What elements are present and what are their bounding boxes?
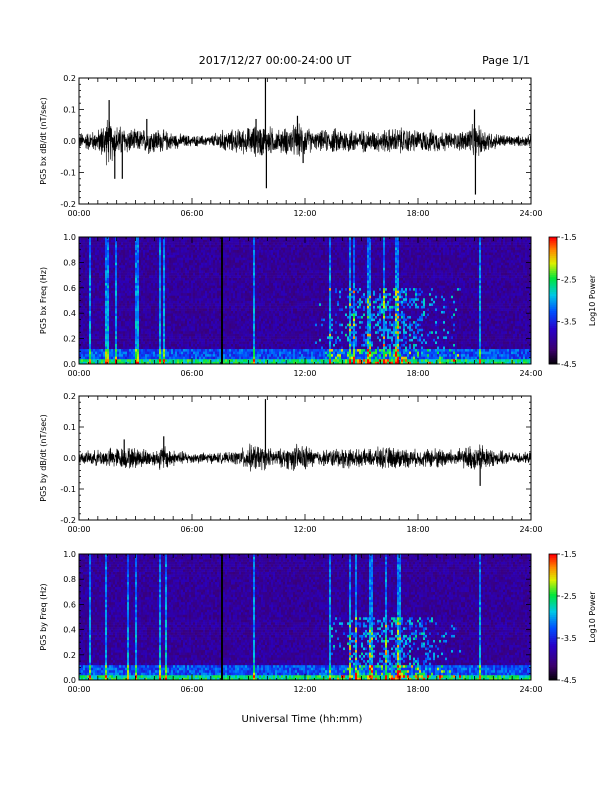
y-tick-label: 0.2	[63, 74, 76, 83]
colorbar-tick-label: -2.5	[561, 275, 577, 284]
x-tick-label: 24:00	[519, 209, 542, 218]
y-tick-label: 0.2	[63, 651, 76, 660]
x-tick-label: 00:00	[67, 209, 90, 218]
x-tick-label: 12:00	[293, 525, 316, 534]
y-tick-label: 0.0	[63, 360, 76, 369]
colorbar-tick-label: -4.5	[561, 676, 577, 685]
y-tick-label: 0.1	[63, 106, 76, 115]
x-tick-label: 24:00	[519, 685, 542, 694]
y-axis-label: PG5 bx dB/dt (nT/sec)	[39, 97, 48, 184]
y-tick-label: 0.8	[63, 575, 76, 584]
colorbar-tick-label: -4.5	[561, 360, 577, 369]
x-tick-label: 18:00	[406, 209, 429, 218]
colorbar-label: Log10 Power	[588, 274, 597, 326]
x-tick-label: 12:00	[293, 685, 316, 694]
spectrogram-cells	[79, 237, 531, 364]
x-tick-label: 18:00	[406, 369, 429, 378]
colorbar-label: Log10 Power	[588, 591, 597, 643]
x-tick-label: 06:00	[180, 209, 203, 218]
y-tick-label: -0.2	[60, 516, 76, 525]
x-tick-label: 00:00	[67, 685, 90, 694]
y-axis-label: PG5 by dB/dt (nT/sec)	[39, 414, 48, 501]
x-tick-label: 24:00	[519, 369, 542, 378]
x-tick-label: 12:00	[293, 369, 316, 378]
y-tick-label: 1.0	[63, 550, 76, 559]
x-tick-label: 06:00	[180, 525, 203, 534]
y-tick-label: 0.2	[63, 335, 76, 344]
colorbar-tick-label: -3.5	[561, 634, 577, 643]
y-tick-label: 0.8	[63, 258, 76, 267]
header-date-range: 2017/12/27 00:00-24:00 UT	[199, 54, 352, 67]
panel-by-spectrogram: -1.5 -2.5 -3.5 -4.5 Log10 Power 00:00 06:00 12:…	[39, 550, 597, 694]
y-tick-label: 0.6	[63, 600, 76, 609]
y-tick-label: 1.0	[63, 233, 76, 242]
colorbar-tick-label: -1.5	[561, 233, 577, 242]
panel-by-waveform: 00:00 06:00 12:00 18:00 24:00 -0.2 -0.1 0.0 0.1 0…	[39, 392, 543, 534]
x-axis-label: Universal Time (hh:mm)	[242, 714, 363, 725]
y-tick-label: 0.0	[63, 137, 76, 146]
x-tick-label: 24:00	[519, 525, 542, 534]
spectrogram-cells	[79, 554, 531, 680]
x-tick-label: 18:00	[406, 525, 429, 534]
x-tick-label: 12:00	[293, 209, 316, 218]
y-axis-label: PG5 bx Freq (Hz)	[39, 267, 48, 334]
y-axis-label: PG5 by Freq (Hz)	[39, 583, 48, 650]
header-page-number: Page 1/1	[482, 54, 530, 67]
y-tick-label: 0.0	[63, 676, 76, 685]
panel-bx-waveform: 00:00 06:00 12:00 18:00 24:00 -0.2 -0.1 0.0 0.1 0…	[39, 74, 543, 218]
x-tick-label: 06:00	[180, 685, 203, 694]
colorbar-tick-label: -3.5	[561, 318, 577, 327]
y-tick-label: 0.4	[63, 626, 76, 635]
x-tick-label: 18:00	[406, 685, 429, 694]
y-tick-label: 0.0	[63, 454, 76, 463]
y-tick-label: -0.1	[60, 169, 76, 178]
x-tick-label: 00:00	[67, 369, 90, 378]
x-tick-label: 00:00	[67, 525, 90, 534]
waveform-trace	[79, 444, 531, 472]
y-tick-label: 0.4	[63, 309, 76, 318]
x-tick-label: 06:00	[180, 369, 203, 378]
colorbar-tick-label: -1.5	[561, 550, 577, 559]
y-tick-label: 0.2	[63, 392, 76, 401]
y-tick-label: -0.1	[60, 485, 76, 494]
y-tick-label: -0.2	[60, 200, 76, 209]
panel-bx-spectrogram: -1.5 -2.5 -3.5 -4.5 Log10 Power 00:00 06:00 12:…	[39, 233, 597, 378]
y-tick-label: 0.1	[63, 423, 76, 432]
y-tick-label: 0.6	[63, 284, 76, 293]
colorbar-tick-label: -2.5	[561, 592, 577, 601]
